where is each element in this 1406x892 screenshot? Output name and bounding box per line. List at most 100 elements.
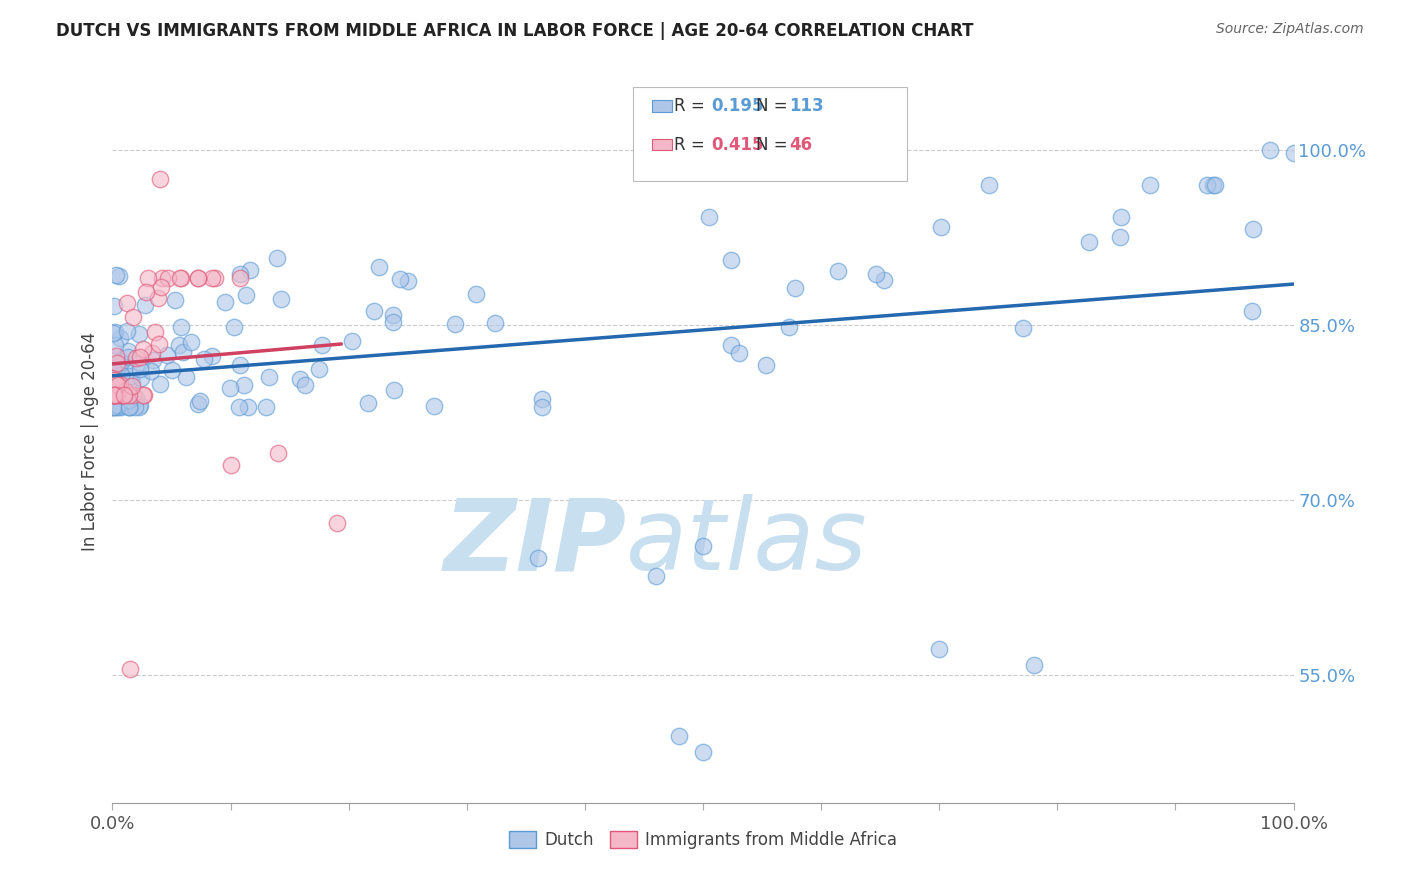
Point — [143, 325, 166, 339]
Point — [396, 274, 419, 288]
Point — [928, 642, 950, 657]
Point — [103, 367, 125, 381]
Point — [129, 356, 152, 370]
Text: 46: 46 — [790, 136, 813, 153]
Point — [117, 350, 139, 364]
Point — [382, 315, 405, 329]
Point — [720, 338, 742, 352]
Point — [382, 383, 405, 397]
Point — [254, 400, 277, 414]
Point — [193, 351, 215, 366]
Point — [1077, 235, 1099, 249]
Point — [389, 272, 412, 286]
Point — [326, 516, 349, 530]
Point — [1258, 143, 1281, 157]
Point — [108, 331, 131, 345]
Text: DUTCH VS IMMIGRANTS FROM MIDDLE AFRICA IN LABOR FORCE | AGE 20-64 CORRELATION CH: DUTCH VS IMMIGRANTS FROM MIDDLE AFRICA I… — [56, 22, 974, 40]
Text: N =: N = — [756, 136, 793, 153]
Point — [134, 298, 156, 312]
Point — [155, 348, 177, 362]
Point — [531, 400, 554, 414]
Point — [172, 344, 194, 359]
Point — [103, 326, 125, 340]
Point — [150, 271, 173, 285]
Point — [270, 292, 292, 306]
Point — [979, 178, 1001, 193]
Point — [129, 362, 152, 376]
Point — [107, 359, 129, 373]
Point — [169, 337, 191, 351]
Point — [214, 295, 236, 310]
Point — [644, 568, 666, 582]
Point — [108, 269, 131, 284]
Point — [357, 396, 380, 410]
Point — [101, 400, 124, 414]
Point — [124, 351, 146, 365]
Text: N =: N = — [756, 97, 793, 115]
Point — [104, 325, 127, 339]
Point — [267, 446, 290, 460]
Point — [228, 267, 250, 281]
Point — [783, 280, 806, 294]
Text: atlas: atlas — [626, 494, 868, 591]
Point — [464, 287, 486, 301]
Point — [121, 388, 143, 402]
Point — [340, 334, 363, 349]
Point — [174, 370, 197, 384]
Text: 113: 113 — [790, 97, 824, 115]
Point — [367, 260, 389, 275]
Point — [118, 376, 141, 390]
Point — [727, 346, 749, 360]
Point — [105, 268, 128, 282]
Point — [104, 376, 127, 391]
Point — [128, 400, 150, 414]
Point — [111, 388, 134, 402]
Point — [117, 344, 139, 359]
Point — [204, 271, 226, 285]
Point — [117, 400, 139, 414]
Point — [118, 392, 141, 407]
Point — [125, 391, 148, 405]
Point — [107, 388, 129, 402]
Point — [122, 310, 145, 324]
Text: R =: R = — [675, 136, 710, 153]
Point — [105, 356, 128, 370]
Point — [150, 280, 173, 294]
Point — [526, 551, 548, 566]
Point — [110, 355, 132, 369]
Point — [187, 271, 209, 285]
Point — [929, 219, 952, 234]
Text: 0.415: 0.415 — [711, 136, 763, 153]
Point — [1202, 178, 1225, 193]
Point — [129, 371, 152, 385]
Point — [117, 324, 139, 338]
Point — [120, 368, 142, 383]
Point — [311, 337, 333, 351]
Point — [219, 381, 242, 395]
Point — [103, 389, 125, 403]
Point — [103, 388, 125, 402]
Point — [132, 342, 155, 356]
Point — [1204, 178, 1226, 193]
Point — [104, 349, 127, 363]
Point — [755, 358, 778, 372]
Point — [235, 288, 257, 302]
Point — [257, 370, 280, 384]
Point — [105, 384, 128, 399]
Text: 0.195: 0.195 — [711, 97, 763, 115]
Point — [117, 400, 139, 414]
Point — [169, 271, 191, 285]
Point — [103, 388, 125, 402]
Point — [219, 458, 242, 472]
Point — [1011, 321, 1033, 335]
Point — [484, 316, 506, 330]
Point — [692, 540, 714, 554]
Point — [238, 400, 260, 414]
Text: R =: R = — [675, 97, 710, 115]
Point — [142, 353, 165, 368]
Point — [170, 271, 193, 285]
Point — [141, 364, 163, 378]
Point — [423, 400, 446, 414]
Point — [827, 264, 849, 278]
Point — [114, 384, 136, 399]
